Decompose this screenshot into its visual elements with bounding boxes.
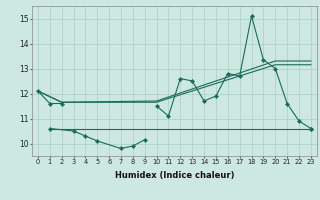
X-axis label: Humidex (Indice chaleur): Humidex (Indice chaleur) [115, 171, 234, 180]
